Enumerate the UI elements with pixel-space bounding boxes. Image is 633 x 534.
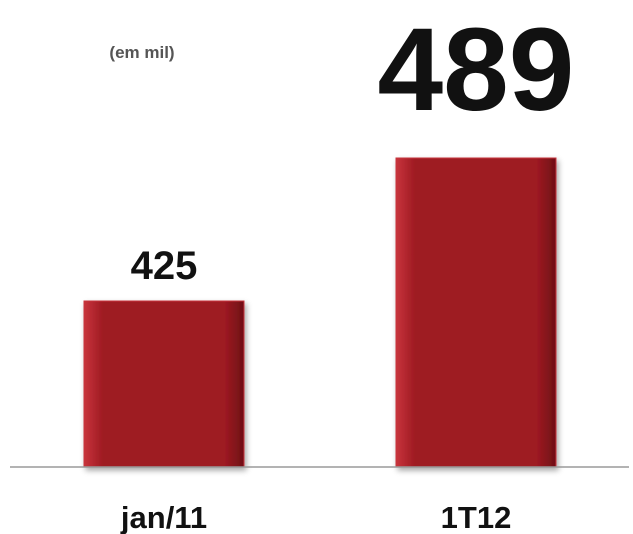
value-label-jan-11: 425 — [131, 244, 198, 288]
bar-group — [83, 157, 557, 468]
value-label-group: 425 489 — [131, 4, 575, 288]
unit-note: (em mil) — [109, 43, 174, 62]
category-label-jan-11: jan/11 — [120, 500, 207, 534]
value-label-1t12: 489 — [378, 4, 575, 136]
bar-1t12 — [395, 157, 557, 468]
category-label-group: jan/11 1T12 — [120, 500, 511, 534]
category-label-1t12: 1T12 — [441, 500, 512, 534]
bar-jan-11 — [83, 300, 245, 468]
